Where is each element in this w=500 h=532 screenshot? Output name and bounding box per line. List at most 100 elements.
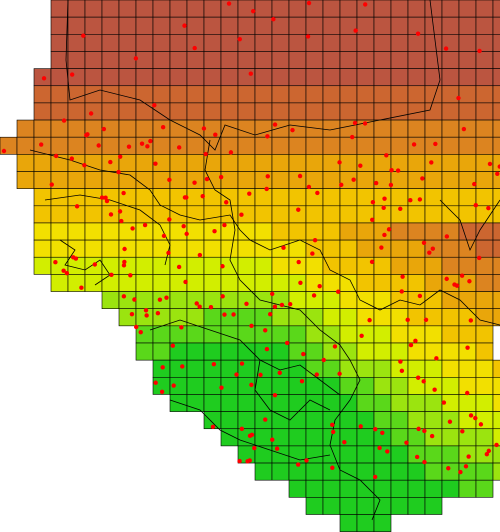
grid-cell	[118, 51, 137, 69]
grid-cell	[203, 188, 222, 207]
grid-cell	[356, 239, 375, 258]
grid-cell	[373, 68, 392, 87]
points	[1, 0, 500, 480]
grid-cell	[203, 342, 222, 361]
grid-cell	[254, 274, 273, 292]
point	[176, 145, 182, 150]
grid-cell	[475, 102, 494, 121]
grid-cell	[288, 154, 307, 172]
point	[416, 426, 421, 432]
grid-cell	[390, 497, 409, 515]
grid-cell	[135, 342, 154, 361]
point	[400, 274, 405, 279]
grid-cell	[492, 16, 500, 35]
grid-cell	[169, 359, 188, 378]
point	[64, 271, 70, 276]
grid-cell	[237, 342, 256, 361]
point	[134, 324, 139, 330]
point	[69, 72, 75, 77]
grid-cell	[305, 359, 324, 378]
point	[220, 294, 225, 299]
grid-cell	[203, 205, 222, 224]
grid-cell	[458, 102, 477, 121]
grid-cell	[458, 16, 477, 35]
point	[370, 199, 376, 205]
grid-cell	[441, 325, 460, 344]
grid-cell	[339, 85, 358, 104]
point	[81, 33, 86, 38]
point	[61, 118, 67, 123]
grid-cell	[50, 119, 69, 138]
grid-cell	[356, 33, 375, 52]
point	[421, 379, 426, 384]
grid-cell	[271, 0, 290, 18]
grid-cell	[220, 68, 239, 87]
grid-cell	[373, 514, 392, 532]
point	[201, 126, 207, 131]
point	[139, 141, 145, 146]
grid-cell	[475, 33, 494, 52]
grid-cell	[407, 119, 426, 138]
point	[432, 387, 437, 392]
point	[486, 205, 491, 211]
grid-cell	[339, 102, 358, 121]
point	[337, 160, 342, 165]
point	[272, 392, 278, 398]
point	[287, 301, 293, 307]
point	[314, 372, 319, 377]
grid-cell	[288, 411, 307, 430]
grid-cell	[339, 394, 358, 412]
point	[126, 144, 132, 149]
grid-cell	[84, 205, 103, 224]
grid-cell	[254, 325, 273, 344]
point	[153, 380, 158, 385]
grid-cell	[135, 51, 154, 69]
point	[155, 310, 161, 316]
grid-cell	[254, 51, 273, 69]
grid-cell	[271, 256, 290, 275]
grid-cell	[169, 0, 188, 18]
grid-cell	[305, 16, 324, 35]
border-line	[44, 194, 171, 266]
grid-cell	[254, 256, 273, 275]
grid-cell	[186, 85, 205, 104]
point	[69, 156, 75, 161]
point	[160, 125, 166, 130]
grid-cell	[203, 33, 222, 52]
grid-cell	[322, 376, 341, 395]
point	[211, 361, 217, 367]
point	[180, 364, 185, 369]
point	[358, 163, 363, 168]
grid-cell	[254, 68, 273, 87]
grid-cell	[492, 359, 500, 378]
grid-cell	[339, 51, 358, 69]
grid-cell	[356, 479, 375, 498]
grid-cell	[475, 394, 494, 412]
grid-cell	[356, 394, 375, 412]
point	[301, 351, 306, 357]
grid-cell	[373, 102, 392, 121]
point	[184, 231, 189, 237]
grid-cell	[390, 462, 409, 481]
grid-cell	[186, 325, 205, 344]
grid-cell	[237, 119, 256, 138]
point	[350, 134, 355, 140]
border-line	[65, 0, 441, 151]
grid-cell	[441, 171, 460, 189]
grid-cell	[152, 85, 171, 104]
point	[264, 186, 269, 192]
point	[476, 255, 482, 261]
point	[53, 259, 58, 265]
grid-cell	[254, 171, 273, 189]
grid-cell	[203, 102, 222, 121]
grid-cell	[237, 239, 256, 258]
grid-cell	[186, 342, 205, 361]
grid-cell	[390, 0, 409, 18]
point	[99, 195, 105, 200]
grid-cell	[339, 205, 358, 224]
point	[399, 368, 405, 374]
point	[153, 161, 158, 166]
grid-cell	[203, 376, 222, 395]
grid-cell	[84, 51, 103, 69]
grid-cell	[271, 51, 290, 69]
